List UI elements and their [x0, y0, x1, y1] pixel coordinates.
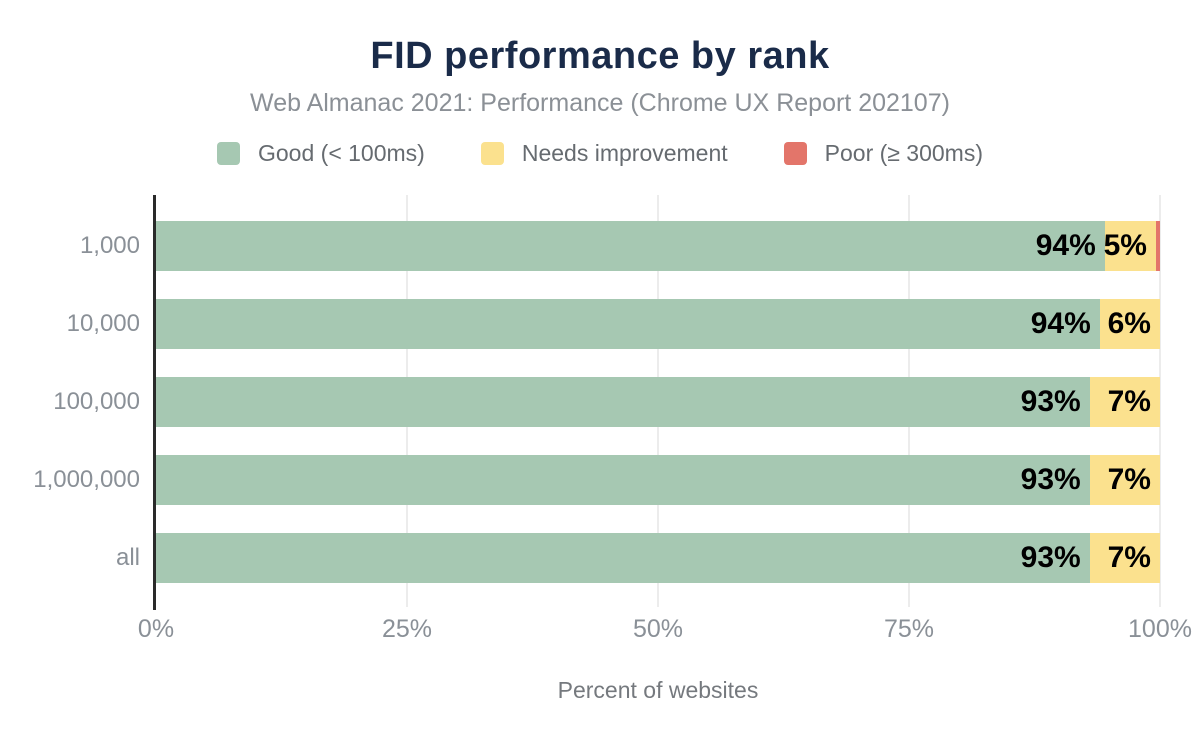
- x-axis-title: Percent of websites: [557, 677, 759, 703]
- bar-segment-1-1,000,000: 7%: [1089, 455, 1160, 505]
- bar-segment-0-1,000,000: 93%: [156, 455, 1090, 505]
- bar-segment-1-1,000: 5%: [1103, 221, 1156, 271]
- bar-row-1,000,000: 93% 7%: [156, 455, 1160, 505]
- bar-value-label: 7%: [1107, 463, 1151, 496]
- chart-subtitle: Web Almanac 2021: Performance (Chrome UX…: [250, 89, 950, 117]
- bar-value-label: 93%: [1020, 541, 1081, 574]
- y-axis-category-label: 1,000: [79, 232, 140, 259]
- bar-value-label: 5%: [1103, 229, 1147, 262]
- bar-segment-1-all: 7%: [1089, 533, 1160, 583]
- legend-swatch-icon: [480, 142, 504, 165]
- y-axis-category-label: 1,000,000: [33, 466, 140, 493]
- bar-segment-2-1,000: [1155, 221, 1160, 271]
- bar-row-1,000: 94% 5%: [156, 221, 1160, 271]
- bar-value-label: 93%: [1020, 385, 1081, 418]
- bar-row-all: 93% 7%: [156, 533, 1160, 583]
- bar-value-label: 94%: [1030, 307, 1091, 340]
- plot-area: 94% 5% 94% 6% 93% 7% 93% 7% 93% 7%: [153, 195, 1161, 610]
- y-axis-category-label: 10,000: [66, 310, 140, 337]
- x-axis-tick-label: 75%: [883, 615, 935, 643]
- bar-segment-0-100,000: 93%: [156, 377, 1090, 427]
- y-axis-labels: 1,000 10,000 100,000 1,000,000 all: [0, 195, 140, 600]
- legend-swatch-icon: [783, 142, 807, 165]
- bar-segment-0-1,000: 94%: [156, 221, 1105, 271]
- x-axis-tick-label: 0%: [137, 615, 175, 643]
- bar-segment-1-10,000: 6%: [1099, 299, 1160, 349]
- gridline-100: [1159, 195, 1161, 607]
- legend-item-0: Good (< 100ms): [217, 140, 425, 167]
- bar-segment-0-all: 93%: [156, 533, 1090, 583]
- x-axis-ticks: 0% 25% 50% 75% 100%: [138, 614, 1192, 644]
- bar-value-label: 93%: [1020, 463, 1081, 496]
- legend-label: Needs improvement: [521, 140, 728, 166]
- bar-segment-0-10,000: 94%: [156, 299, 1100, 349]
- bar-value-label: 6%: [1107, 307, 1151, 340]
- bar-row-100,000: 93% 7%: [156, 377, 1160, 427]
- chart-title: FID performance by rank: [370, 35, 830, 77]
- legend-item-1: Needs improvement: [480, 140, 728, 167]
- legend-swatch-icon: [217, 142, 240, 165]
- x-axis-tick-label: 25%: [381, 615, 433, 643]
- x-axis-tick-label: 50%: [632, 615, 684, 643]
- legend-label: Poor (≥ 300ms): [824, 140, 983, 166]
- x-axis-tick-label: 100%: [1128, 615, 1192, 643]
- bar-segment-1-100,000: 7%: [1089, 377, 1160, 427]
- y-axis-line: [153, 195, 156, 610]
- legend-label: Good (< 100ms): [258, 140, 425, 166]
- bar-row-10,000: 94% 6%: [156, 299, 1160, 349]
- y-axis-category-label: all: [115, 544, 140, 571]
- bar-value-label: 7%: [1107, 541, 1151, 574]
- bar-value-label: 94%: [1035, 229, 1096, 262]
- legend-item-2: Poor (≥ 300ms): [783, 140, 983, 167]
- bar-value-label: 7%: [1107, 385, 1151, 418]
- legend: Good (< 100ms) Needs improvement Poor (≥ 3…: [0, 140, 1200, 167]
- y-axis-category-label: 100,000: [53, 388, 140, 415]
